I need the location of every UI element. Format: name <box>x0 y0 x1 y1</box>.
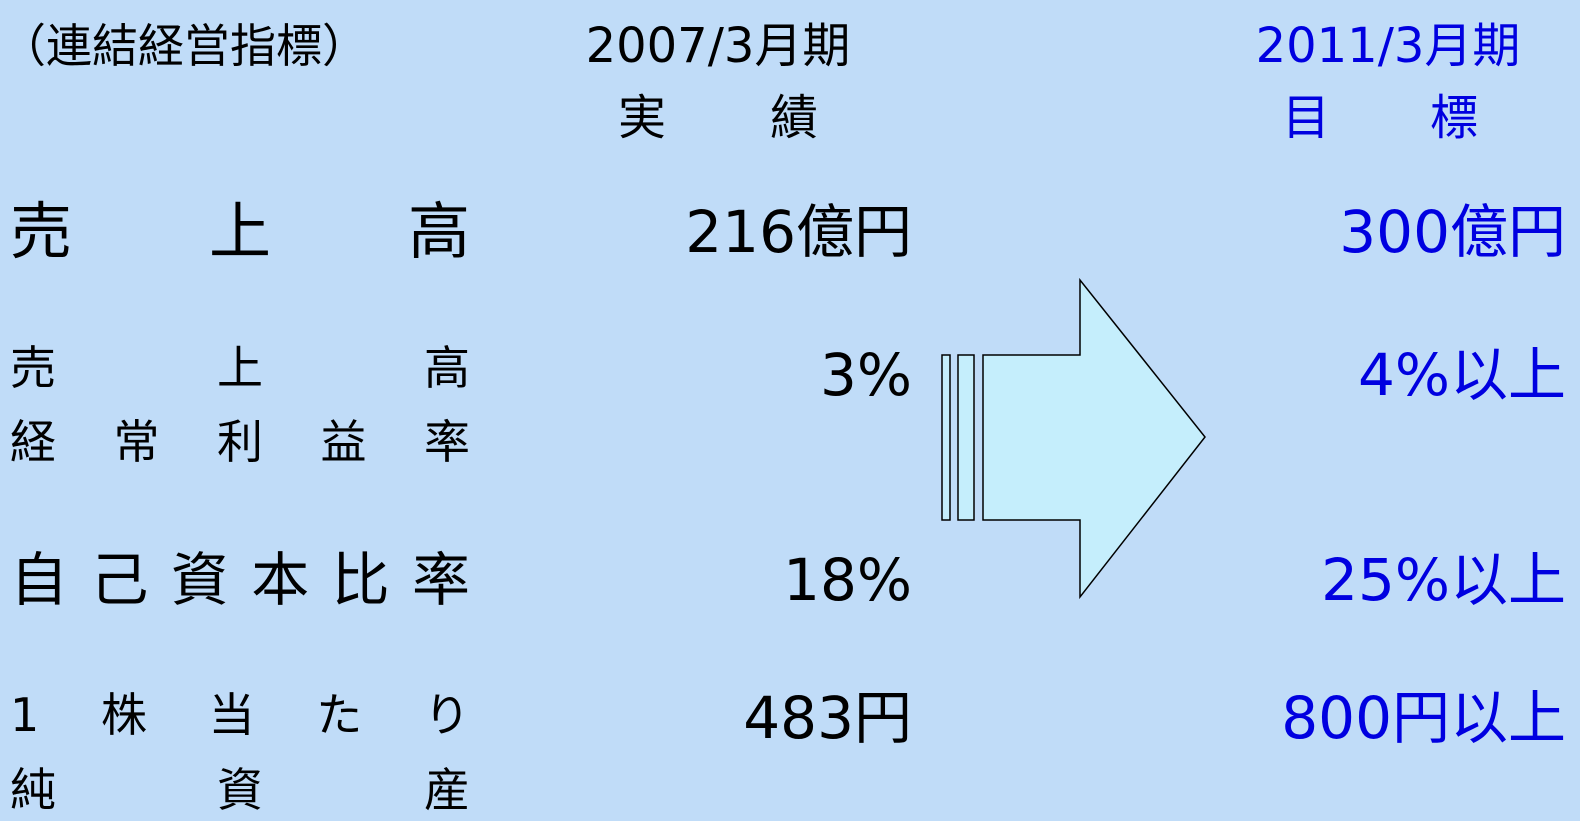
target-value: 300億円 <box>1339 198 1566 266</box>
target-value: 25%以上 <box>1321 546 1566 614</box>
row-label: 売上高 <box>10 195 470 268</box>
header-label: （連結経営指標） <box>0 19 368 73</box>
arrow-stripe <box>941 354 951 521</box>
arrow <box>982 277 1206 600</box>
target-period: 2011/3月期 <box>1255 18 1521 74</box>
row-label: 自己資本比率 <box>10 546 470 614</box>
row-label: 売上高 <box>10 341 470 395</box>
row-label: 純資産 <box>10 763 470 817</box>
target-caption: 目標 <box>1282 90 1478 146</box>
target-value: 4%以上 <box>1357 341 1566 409</box>
actual-value: 18% <box>783 546 912 614</box>
actual-value: 483円 <box>743 684 912 752</box>
row-label: 1株当たり <box>10 688 470 742</box>
actual-caption: 実績 <box>618 90 818 146</box>
actual-value: 3% <box>819 341 912 409</box>
actual-period: 2007/3月期 <box>585 18 851 74</box>
arrow-stripe <box>957 354 975 521</box>
row-label: 経常利益率 <box>10 415 470 469</box>
target-value: 800円以上 <box>1281 684 1566 752</box>
actual-value: 216億円 <box>685 198 912 266</box>
